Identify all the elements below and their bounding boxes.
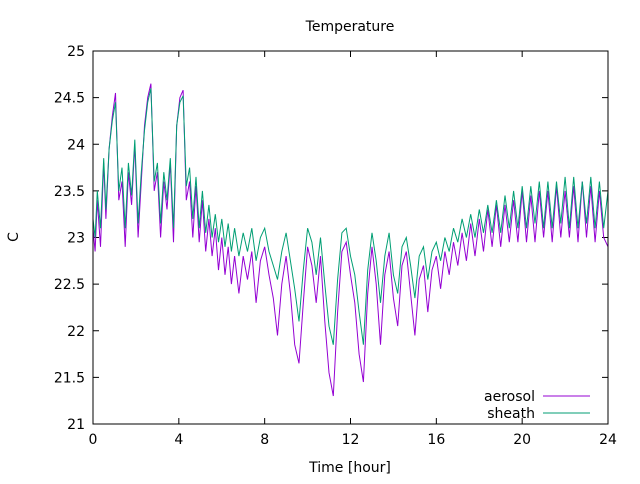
y-tick-label: 22.5 bbox=[54, 277, 85, 293]
series-line-sheath bbox=[92, 88, 609, 345]
plot-frame bbox=[92, 50, 609, 425]
y-tick-label: 23 bbox=[67, 231, 85, 247]
x-axis-label: Time [hour] bbox=[308, 460, 391, 476]
x-tick-label: 16 bbox=[427, 432, 445, 448]
series-layer bbox=[92, 83, 609, 397]
y-tick-label: 24 bbox=[67, 137, 85, 153]
y-axis-ticks: 21 21.5 22 22.5 23 23.5 24 24.5 25 bbox=[54, 44, 608, 433]
y-tick-label: 23.5 bbox=[54, 184, 85, 200]
x-tick-label: 12 bbox=[342, 432, 360, 448]
x-tick-label: 0 bbox=[89, 432, 98, 448]
x-tick-label: 20 bbox=[513, 432, 531, 448]
legend-label-sheath: sheath bbox=[487, 406, 535, 422]
y-tick-label: 21 bbox=[67, 417, 85, 433]
y-tick-label: 25 bbox=[67, 44, 85, 60]
series-line-aerosol bbox=[92, 83, 609, 397]
y-tick-label: 24.5 bbox=[54, 91, 85, 107]
chart-title: Temperature bbox=[305, 19, 395, 35]
y-axis-label: C bbox=[6, 232, 22, 242]
x-axis-ticks: 0 4 8 12 16 20 24 bbox=[89, 51, 617, 448]
x-tick-label: 4 bbox=[174, 432, 183, 448]
legend-label-aerosol: aerosol bbox=[484, 389, 535, 405]
y-tick-label: 21.5 bbox=[54, 370, 85, 386]
y-tick-label: 22 bbox=[67, 324, 85, 340]
x-tick-label: 24 bbox=[599, 432, 617, 448]
x-tick-label: 8 bbox=[260, 432, 269, 448]
